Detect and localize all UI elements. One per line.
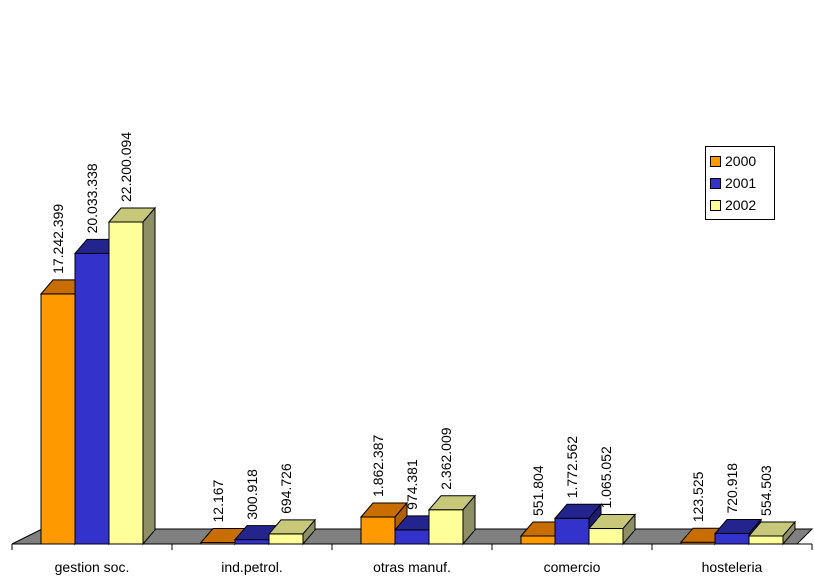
data-label-2001-3: 1.772.562 <box>564 436 580 498</box>
bar-2002-1-side <box>302 518 316 546</box>
data-label-2000-4: 123.525 <box>690 471 706 522</box>
bar-2001-2 <box>394 529 430 545</box>
legend: 2000 2001 2002 <box>705 146 775 220</box>
data-label-2001-4: 720.918 <box>724 463 740 514</box>
legend-label-2002: 2002 <box>725 197 757 213</box>
bar-2002-3-side <box>622 513 636 546</box>
bar-2000-3 <box>520 535 556 545</box>
bar-2001-4 <box>714 533 750 545</box>
data-label-2001-0: 20.033.338 <box>84 163 100 233</box>
data-label-2002-1: 694.726 <box>278 463 294 514</box>
data-label-2002-4: 554.503 <box>758 465 774 516</box>
legend-swatch-2002 <box>710 199 721 211</box>
legend-label-2000: 2000 <box>725 153 757 169</box>
bar-2000-2 <box>360 516 396 545</box>
bar-2002-1 <box>268 533 304 545</box>
bar-2002-0 <box>108 221 144 545</box>
x-tick-label-0: gestion soc. <box>55 559 130 575</box>
bar-2002-2 <box>428 509 464 545</box>
data-label-2001-1: 300.918 <box>244 469 260 520</box>
x-tick-label-2: otras manuf. <box>373 559 451 575</box>
legend-swatch-2000 <box>710 155 721 167</box>
bar-2002-4 <box>748 535 784 545</box>
data-label-2002-3: 1.065.052 <box>598 446 614 508</box>
bar-2000-0 <box>40 293 76 545</box>
data-label-2000-1: 12.167 <box>210 479 226 522</box>
bar-2001-3 <box>554 517 590 545</box>
data-label-2000-2: 1.862.387 <box>370 434 386 496</box>
legend-swatch-2001 <box>710 177 721 189</box>
x-tick-label-4: hosteleria <box>702 559 763 575</box>
bar-2001-0 <box>74 252 110 545</box>
x-tick-label-1: ind.petrol. <box>221 559 282 575</box>
data-label-2000-3: 551.804 <box>530 465 546 516</box>
legend-item-2000: 2000 <box>710 150 770 172</box>
data-label-2002-0: 22.200.094 <box>118 132 134 202</box>
legend-item-2002: 2002 <box>710 194 770 216</box>
bar-2001-1 <box>234 539 270 545</box>
legend-label-2001: 2001 <box>725 175 757 191</box>
data-label-2002-2: 2.362.009 <box>438 427 454 489</box>
bar-2002-2-side <box>462 494 476 546</box>
data-label-2000-0: 17.242.399 <box>50 204 66 274</box>
bar-2002-3 <box>588 528 624 545</box>
bar-2002-4-side <box>782 520 796 546</box>
bar-2002-0-side <box>142 206 156 546</box>
data-label-2001-2: 974.381 <box>404 459 420 510</box>
legend-item-2001: 2001 <box>710 172 770 194</box>
x-tick-label-3: comercio <box>544 559 601 575</box>
